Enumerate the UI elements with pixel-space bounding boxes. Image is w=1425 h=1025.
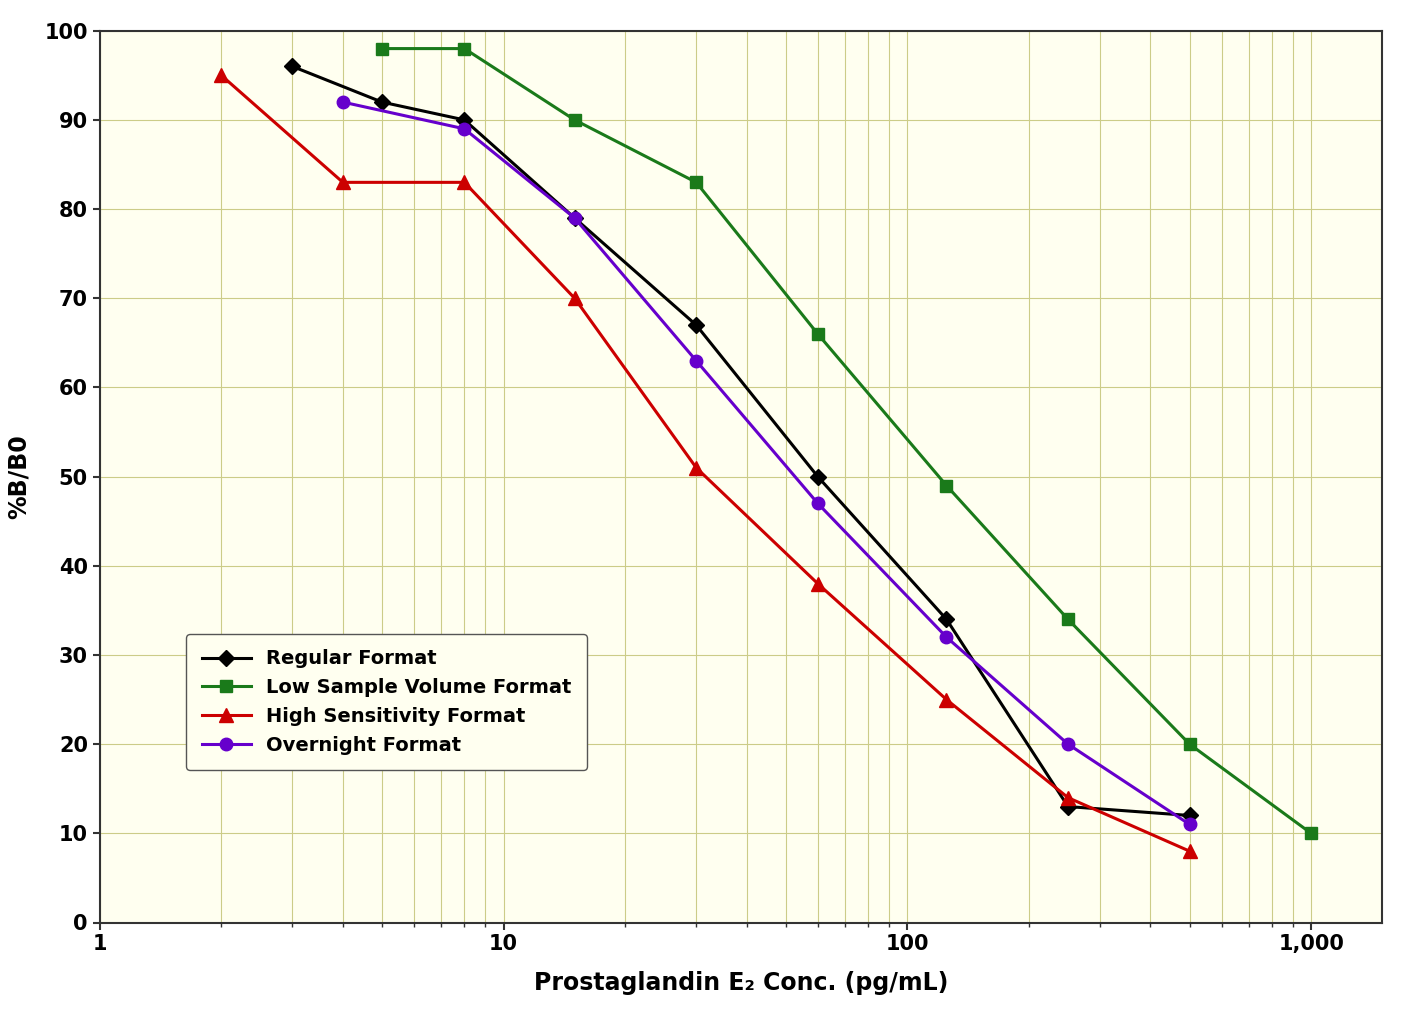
Legend: Regular Format, Low Sample Volume Format, High Sensitivity Format, Overnight For: Regular Format, Low Sample Volume Format… <box>187 633 587 770</box>
Regular Format <box>1181 810 1198 822</box>
High Sensitivity Format <box>212 70 229 82</box>
Overnight Format <box>809 497 826 509</box>
Regular Format <box>456 114 473 126</box>
Regular Format <box>373 96 390 109</box>
Overnight Format <box>688 355 705 367</box>
Overnight Format <box>938 631 955 644</box>
Line: Overnight Format: Overnight Format <box>336 96 1196 830</box>
Low Sample Volume Format <box>809 328 826 340</box>
Low Sample Volume Format <box>373 42 390 54</box>
Regular Format <box>809 470 826 483</box>
Regular Format <box>284 60 301 73</box>
Regular Format <box>566 212 583 224</box>
Overnight Format <box>1059 738 1076 750</box>
High Sensitivity Format <box>688 461 705 474</box>
Regular Format <box>688 319 705 331</box>
Line: Regular Format: Regular Format <box>286 60 1196 821</box>
Low Sample Volume Format <box>566 114 583 126</box>
Regular Format <box>938 613 955 625</box>
Low Sample Volume Format <box>688 176 705 189</box>
High Sensitivity Format <box>1181 845 1198 857</box>
Overnight Format <box>1181 818 1198 830</box>
Regular Format <box>1059 801 1076 813</box>
Low Sample Volume Format <box>1181 738 1198 750</box>
High Sensitivity Format <box>566 292 583 304</box>
Low Sample Volume Format <box>1059 613 1076 625</box>
X-axis label: Prostaglandin E₂ Conc. (pg/mL): Prostaglandin E₂ Conc. (pg/mL) <box>534 971 948 995</box>
Overnight Format <box>456 123 473 135</box>
Overnight Format <box>566 212 583 224</box>
High Sensitivity Format <box>456 176 473 189</box>
Line: Low Sample Volume Format: Low Sample Volume Format <box>376 42 1317 839</box>
Line: High Sensitivity Format: High Sensitivity Format <box>214 69 1197 858</box>
High Sensitivity Format <box>938 693 955 705</box>
High Sensitivity Format <box>809 577 826 589</box>
Low Sample Volume Format <box>1302 827 1320 839</box>
Low Sample Volume Format <box>456 42 473 54</box>
High Sensitivity Format <box>335 176 352 189</box>
Overnight Format <box>335 96 352 109</box>
Y-axis label: %B/B0: %B/B0 <box>7 435 30 519</box>
Low Sample Volume Format <box>938 480 955 492</box>
High Sensitivity Format <box>1059 791 1076 804</box>
